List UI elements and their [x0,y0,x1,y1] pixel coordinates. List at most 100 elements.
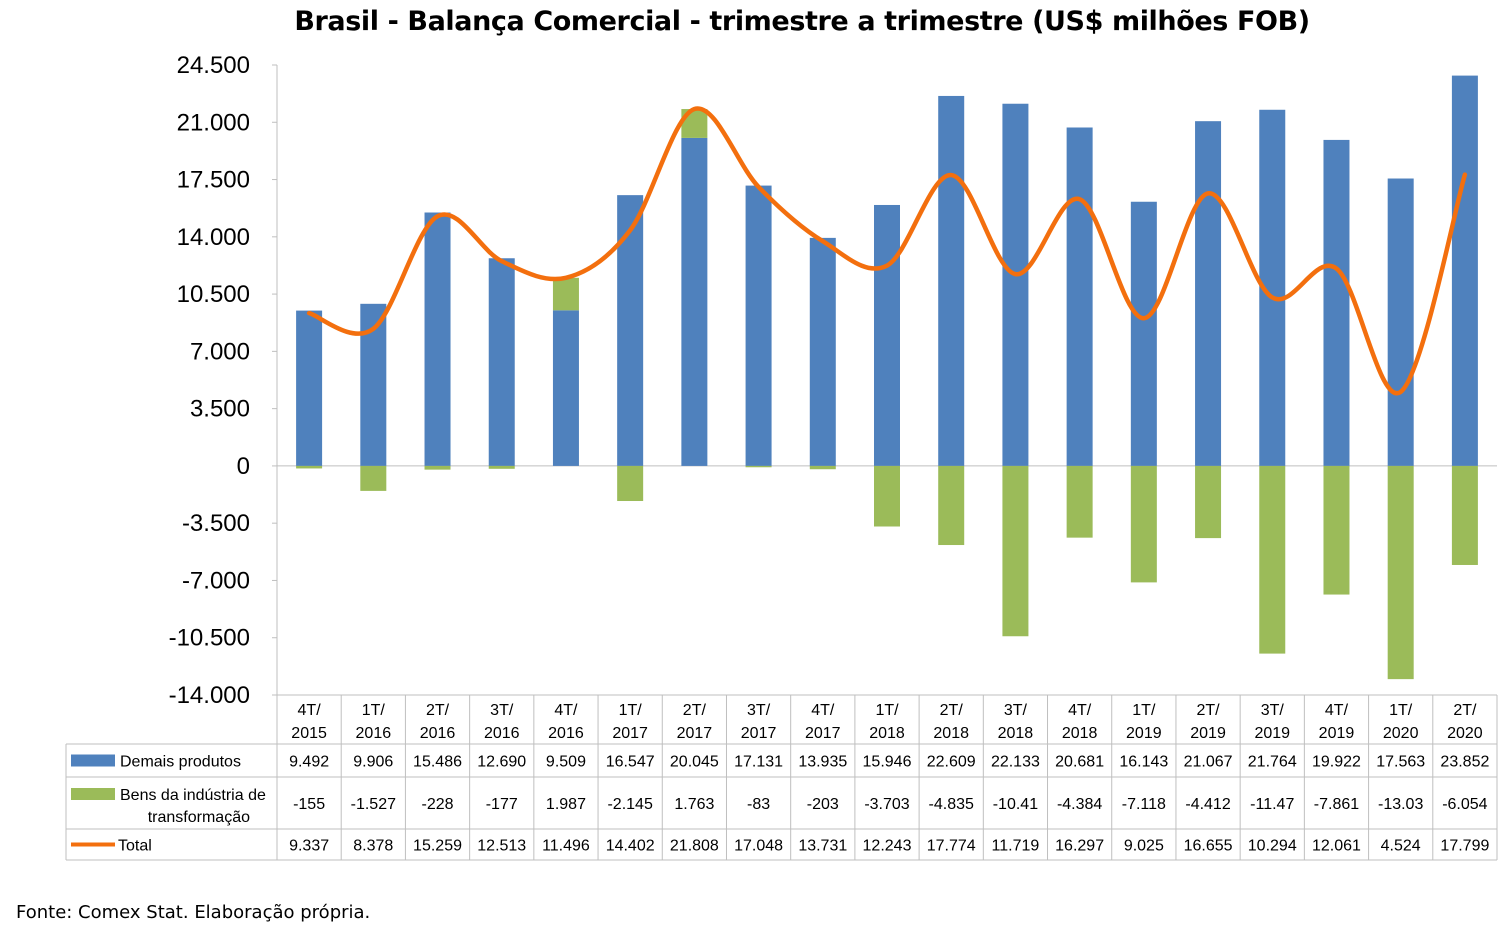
bar-demais-produtos [1195,121,1222,466]
table-cell-demais-produtos: 15.946 [863,754,912,771]
bar-demais-produtos [424,212,451,466]
bar-demais-produtos [488,258,515,466]
table-cell-total: 15.259 [413,838,462,855]
legend-label-demais-produtos: Demais produtos [120,754,241,771]
table-cell-demais-produtos: 23.852 [1440,754,1489,771]
bar-bens-industria [1451,465,1478,565]
category-label: 2019 [1126,725,1162,742]
category-label: 2018 [933,725,969,742]
category-label: 2016 [420,725,456,742]
table-cell-total: 11.719 [992,838,1040,855]
bar-demais-produtos [1387,178,1414,466]
category-label: 2018 [869,725,905,742]
table-cell-demais-produtos: 20.681 [1055,754,1104,771]
y-tick-label: 3.500 [190,396,250,423]
table-cell-total: 16.655 [1184,838,1233,855]
bar-bens-industria [1323,465,1350,595]
table-cell-demais-produtos: 13.935 [798,754,847,771]
table-cell-total: 17.799 [1440,838,1489,855]
table-cell-demais-produtos: 20.045 [670,754,719,771]
legend-label-total: Total [118,838,152,855]
chart-title: Brasil - Balança Comercial - trimestre a… [294,6,1310,37]
table-cell-total: 12.513 [477,838,526,855]
table-cell-bens-industria: 1.987 [546,796,586,813]
y-tick-label: 10.500 [177,281,250,308]
table-cell-total: 9.337 [289,838,329,855]
category-label: 2017 [677,725,713,742]
category-label: 2017 [612,725,648,742]
table-cell-demais-produtos: 17.563 [1376,754,1425,771]
table-cell-total: 11.496 [542,838,590,855]
bar-demais-produtos [681,137,708,466]
category-label: 2019 [1190,725,1226,742]
category-label: 2017 [741,725,777,742]
table-cell-total: 13.731 [798,838,847,855]
bar-demais-produtos [1066,127,1093,466]
table-cell-demais-produtos: 9.509 [546,754,586,771]
data-table: 4T/2015 1T/2016 2T/2016 3T/2016 4T/2016 1T/20… [65,694,1498,861]
bar-bens-industria [552,277,579,311]
bar-demais-produtos [296,310,323,466]
table-cell-bens-industria: -177 [486,796,518,813]
category-label: 2T/ [1453,702,1477,719]
table-cell-total: 12.243 [863,838,912,855]
table-cell-demais-produtos: 17.131 [734,754,783,771]
bar-bens-industria [488,465,515,469]
y-tick-label: 17.500 [177,167,250,194]
bar-demais-produtos [1130,201,1157,466]
table-cell-demais-produtos: 21.067 [1184,754,1233,771]
category-label: 4T/ [298,702,322,719]
category-label: 4T/ [1325,702,1349,719]
bar-bens-industria [745,465,772,468]
table-cell-bens-industria: -228 [422,796,454,813]
y-tick-label: -14.000 [169,682,250,709]
table-cell-bens-industria: -4.384 [1057,796,1102,813]
table-cell-total: 14.402 [606,838,655,855]
table-cell-bens-industria: -83 [747,796,770,813]
table-cell-demais-produtos: 12.690 [477,754,526,771]
category-label: 2019 [1319,725,1355,742]
category-label: 2015 [291,725,327,742]
category-label: 2T/ [1196,702,1220,719]
category-label: 2T/ [683,702,707,719]
bar-demais-produtos [874,204,900,466]
table-cell-demais-produtos: 16.547 [606,754,655,771]
table-cell-demais-produtos: 19.922 [1312,754,1361,771]
bar-demais-produtos [617,195,644,466]
category-label: 2T/ [940,702,964,719]
category-label: 1T/ [619,702,643,719]
y-tick-label: 24.500 [177,52,250,79]
category-label: 2017 [805,725,841,742]
category-label: 1T/ [1389,702,1413,719]
bar-bens-industria [1259,465,1286,654]
bars [296,75,1478,680]
table-cell-demais-produtos: 16.143 [1119,754,1168,771]
bar-bens-industria [296,465,323,469]
category-label: 2018 [1062,725,1098,742]
y-tick-label: 21.000 [177,109,250,136]
category-label: 3T/ [747,702,771,719]
bar-demais-produtos [552,310,579,466]
table-cell-total: 9.025 [1124,838,1164,855]
table-cell-bens-industria: -4.835 [929,796,974,813]
bar-bens-industria [1002,465,1029,637]
bar-bens-industria [874,465,900,527]
bar-demais-produtos [809,237,836,466]
category-label: 2020 [1383,725,1419,742]
bar-demais-produtos [1451,75,1478,466]
table-cell-total: 4.524 [1381,838,1421,855]
legend-label-bens-industria: Bens da indústria de [120,787,266,804]
category-label: 2T/ [426,702,450,719]
table-cell-bens-industria: -2.145 [607,796,652,813]
table-cell-bens-industria: -7.118 [1122,796,1166,813]
y-tick-label: 14.000 [177,224,250,251]
table-cell-demais-produtos: 21.764 [1248,754,1297,771]
category-label: 4T/ [554,702,578,719]
category-label: 2019 [1254,725,1290,742]
legend-swatch-demais-produtos [71,754,115,767]
table-cell-bens-industria: -155 [293,796,325,813]
category-label: 2016 [548,725,584,742]
table-cell-demais-produtos: 15.486 [413,754,462,771]
table-cell-bens-industria: -6.054 [1442,796,1487,813]
